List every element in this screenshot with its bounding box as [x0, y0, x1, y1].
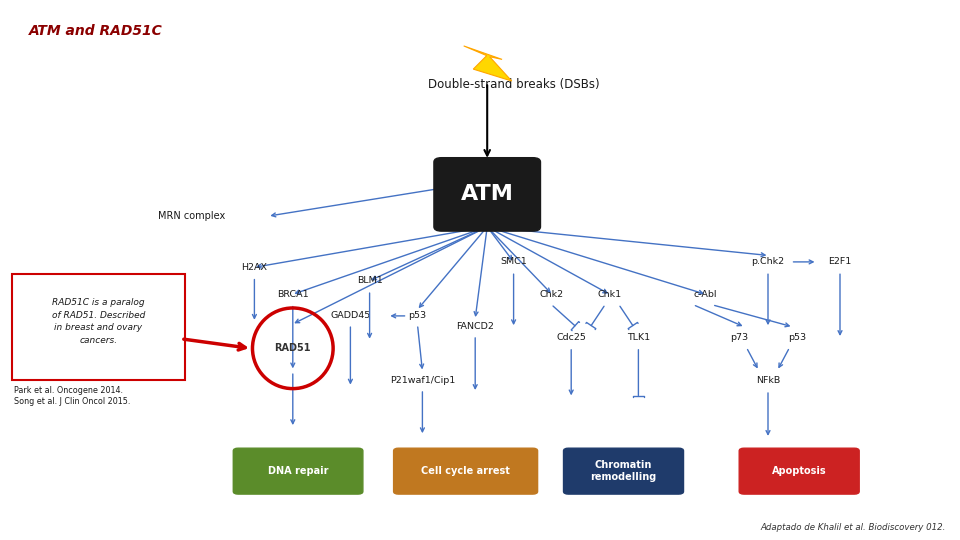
Text: SMC1: SMC1 — [500, 258, 527, 266]
Text: H2AX: H2AX — [241, 263, 268, 272]
FancyBboxPatch shape — [394, 448, 538, 494]
Text: RAD51C is a paralog
of RAD51. Described
in breast and ovary
cancers.: RAD51C is a paralog of RAD51. Described … — [52, 298, 145, 345]
Text: Cdc25: Cdc25 — [556, 333, 587, 342]
FancyBboxPatch shape — [564, 448, 684, 494]
Text: BRCA1: BRCA1 — [277, 290, 308, 299]
FancyBboxPatch shape — [739, 448, 859, 494]
Text: Chromatin
remodelling: Chromatin remodelling — [590, 460, 657, 482]
Polygon shape — [464, 46, 512, 81]
FancyBboxPatch shape — [12, 274, 185, 380]
Text: MRN complex: MRN complex — [158, 211, 226, 221]
Text: Adaptado de Khalil et al. Biodiscovery 012.: Adaptado de Khalil et al. Biodiscovery 0… — [760, 523, 946, 532]
Text: Cell cycle arrest: Cell cycle arrest — [421, 466, 510, 476]
Text: DNA repair: DNA repair — [268, 466, 328, 476]
Text: p53: p53 — [409, 312, 426, 320]
Text: p73: p73 — [731, 333, 748, 342]
Text: Chk1: Chk1 — [597, 290, 622, 299]
Text: Chk2: Chk2 — [540, 290, 564, 299]
Text: p53: p53 — [788, 333, 805, 342]
Text: GADD45: GADD45 — [330, 312, 371, 320]
Text: TLK1: TLK1 — [627, 333, 650, 342]
Text: Double-strand breaks (DSBs): Double-strand breaks (DSBs) — [428, 78, 599, 91]
Text: c-Abl: c-Abl — [694, 290, 717, 299]
Text: p.Chk2: p.Chk2 — [752, 258, 784, 266]
Text: Park et al. Oncogene 2014.
Song et al. J Clin Oncol 2015.: Park et al. Oncogene 2014. Song et al. J… — [14, 386, 131, 406]
Text: ATM: ATM — [461, 184, 514, 205]
Text: P21waf1/Cip1: P21waf1/Cip1 — [390, 376, 455, 385]
Text: RAD51: RAD51 — [275, 343, 311, 353]
Text: ATM and RAD51C: ATM and RAD51C — [29, 24, 162, 38]
Text: NFkB: NFkB — [756, 376, 780, 385]
Text: FANCD2: FANCD2 — [456, 322, 494, 331]
FancyBboxPatch shape — [233, 448, 363, 494]
Text: Apoptosis: Apoptosis — [772, 466, 827, 476]
Text: E2F1: E2F1 — [828, 258, 852, 266]
Text: BLM1: BLM1 — [357, 276, 382, 285]
FancyBboxPatch shape — [434, 158, 540, 231]
